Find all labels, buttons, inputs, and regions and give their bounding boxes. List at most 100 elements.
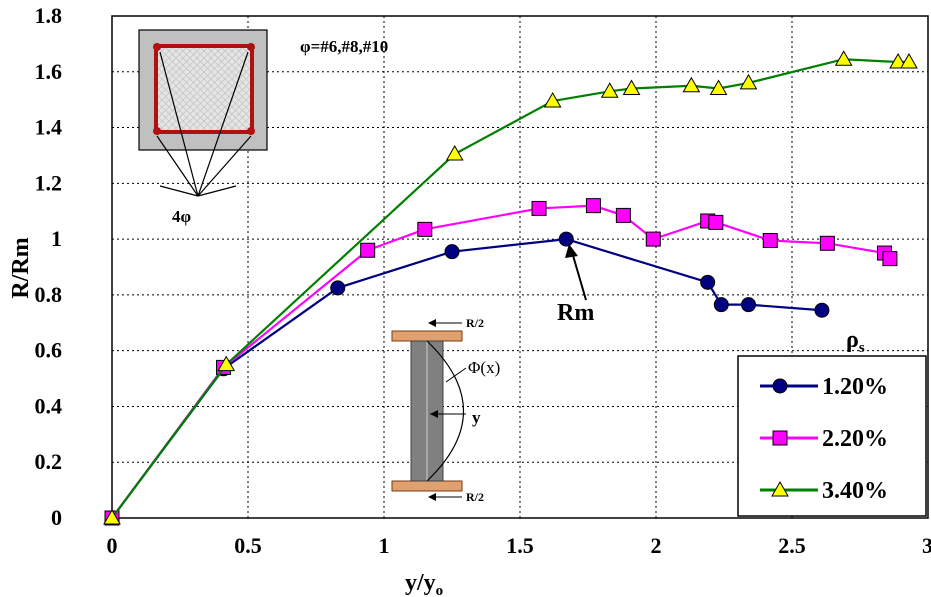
x-tick-label: 2	[651, 533, 662, 558]
hatch-line	[158, 48, 208, 98]
hatch-line	[201, 81, 250, 130]
hatch-line	[158, 48, 173, 63]
data-point-series-2	[819, 235, 835, 251]
y-tick-label: 0.2	[35, 449, 63, 474]
data-point-series-3	[682, 76, 701, 93]
y-axis-title: R/Rm	[8, 237, 34, 298]
hatch-line	[158, 74, 214, 130]
series-line-3	[111, 58, 909, 519]
data-point-series-2	[360, 242, 376, 258]
series-line-1	[111, 237, 823, 519]
y-tick-label: 1.2	[35, 170, 63, 195]
data-point-series-3	[709, 79, 728, 96]
x-axis-title: y/yo	[405, 570, 443, 597]
x-tick-label: 1	[379, 533, 390, 558]
legend-marker-1	[772, 378, 788, 394]
legend-label-3: 3.40%	[822, 478, 888, 504]
x-axis-title-main: y/y	[405, 570, 436, 596]
data-point-series-3	[600, 82, 619, 98]
hatch-line	[207, 48, 250, 91]
data-point-series-1	[700, 274, 716, 290]
phi-label: φ=#6,#8,#10	[300, 37, 388, 56]
legend: 1.20% 2.20% 3.40%	[737, 355, 927, 517]
hatch-line	[158, 48, 187, 77]
hatch-line	[158, 109, 179, 130]
curvature-label: Φ(x)	[468, 358, 500, 377]
data-point-series-3	[445, 145, 464, 161]
data-point-series-1	[740, 297, 756, 313]
data-point-series-1	[814, 302, 830, 318]
hatch-line	[158, 48, 215, 105]
top-plate	[391, 330, 463, 342]
hatch-line	[194, 74, 250, 130]
data-point-series-3	[889, 53, 907, 69]
rebar-bottom-right	[247, 127, 255, 135]
hatch-line	[158, 48, 194, 84]
legend-label-2: 2.20%	[822, 426, 888, 452]
bottom-plate	[391, 480, 463, 492]
core-hatching	[68, 48, 340, 130]
hatch-line	[208, 88, 250, 130]
hatch-line	[221, 48, 250, 77]
data-series	[103, 50, 918, 526]
data-point-series-3	[103, 508, 121, 525]
x-tick-label: 3	[922, 533, 931, 558]
data-point-series-1	[713, 297, 729, 313]
hatch-line	[258, 48, 340, 130]
shear-bottom-arrow-head	[428, 493, 436, 501]
rebar-bottom-left	[153, 127, 161, 135]
data-point-series-2	[762, 233, 778, 249]
legend-marker-3	[771, 480, 789, 497]
series-line-2	[111, 204, 891, 519]
rm-label: Rm	[557, 300, 594, 326]
y-tick-label: 0.6	[35, 338, 63, 363]
cross-section-core	[154, 44, 254, 134]
data-point-series-3	[543, 92, 562, 108]
data-point-series-3	[834, 50, 853, 66]
data-point-series-2	[585, 198, 601, 214]
x-tick-labels: 0 0.5 1 1.5 2 2.5 3	[107, 533, 931, 558]
y-tick-label: 1.8	[35, 3, 63, 28]
legend-label-1: 1.20%	[822, 374, 888, 400]
cross-section-inset: 4φ	[68, 29, 340, 226]
data-point-series-2	[615, 207, 631, 223]
data-point-series-3	[739, 73, 758, 90]
legend-title: ρs	[846, 327, 865, 356]
rm-annotation: Rm	[557, 244, 594, 326]
x-axis-title-subscript: o	[436, 583, 444, 597]
rebar-top-left	[153, 43, 161, 51]
hatch-line	[158, 88, 200, 130]
data-point-series-3	[622, 79, 641, 96]
data-point-series-1	[558, 231, 574, 247]
column-elevation-inset: R/2 R/2 Φ(x) y	[391, 316, 500, 504]
data-point-series-2	[645, 231, 661, 247]
shear-bottom-label: R/2	[466, 490, 484, 504]
rm-arrow-line	[571, 251, 587, 301]
hatch-line	[68, 48, 150, 130]
data-point-series-1	[330, 280, 346, 296]
hatch-line	[187, 67, 250, 130]
data-point-series-1	[444, 244, 460, 260]
data-point-series-2	[417, 221, 433, 237]
hatch-line	[222, 102, 250, 130]
rm-arrow-head	[565, 244, 578, 258]
bar-label: 4φ	[172, 207, 192, 226]
data-point-series-3	[900, 53, 918, 69]
y-dimension-label: y	[472, 408, 481, 427]
x-tick-label: 1.5	[506, 533, 534, 558]
legend-items: 1.20% 2.20% 3.40%	[760, 374, 888, 504]
data-point-series-2	[882, 251, 898, 267]
y-tick-label: 1.6	[35, 59, 63, 84]
curvature-curve	[426, 340, 465, 482]
rebar-arrows	[156, 51, 252, 197]
hatch-line	[158, 81, 207, 130]
hatch-line	[229, 109, 250, 130]
hatch-line	[158, 48, 201, 91]
hatch-line	[235, 48, 250, 63]
legend-title-subscript: s	[859, 340, 865, 356]
hatch-line	[158, 48, 180, 70]
y-tick-label: 1	[51, 226, 62, 251]
y-tick-label: 0	[51, 505, 62, 530]
data-point-series-3	[217, 355, 236, 372]
hatch-line	[257, 48, 339, 130]
